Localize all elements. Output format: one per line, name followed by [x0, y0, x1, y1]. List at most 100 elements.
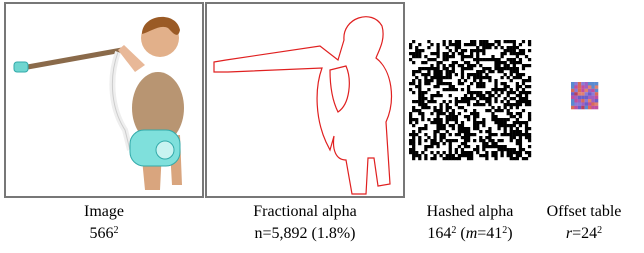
noise-cell	[412, 118, 415, 121]
noise-cell	[415, 109, 418, 112]
noise-cell	[528, 79, 531, 82]
noise-cell	[433, 52, 436, 55]
noise-cell	[494, 46, 497, 49]
noise-cell	[494, 85, 497, 88]
noise-cell	[409, 121, 412, 124]
noise-cell	[485, 43, 488, 46]
noise-cell	[436, 151, 439, 154]
noise-cell	[418, 67, 421, 70]
noise-cell	[501, 91, 504, 94]
noise-cell	[491, 115, 494, 118]
noise-cell	[476, 127, 479, 130]
noise-cell	[467, 43, 470, 46]
noise-cell	[433, 142, 436, 145]
noise-cell	[412, 142, 415, 145]
caption-text: 2	[114, 225, 119, 236]
noise-cell	[482, 76, 485, 79]
noise-cell	[513, 124, 516, 127]
noise-cell	[461, 55, 464, 58]
noise-cell	[458, 106, 461, 109]
noise-cell	[446, 52, 449, 55]
noise-cell	[485, 157, 488, 160]
noise-cell	[528, 49, 531, 52]
noise-cell	[424, 67, 427, 70]
noise-cell	[507, 133, 510, 136]
noise-cell	[433, 121, 436, 124]
noise-cell	[488, 58, 491, 61]
noise-cell	[446, 115, 449, 118]
noise-cell	[458, 43, 461, 46]
noise-cell	[513, 103, 516, 106]
table-cell	[595, 92, 599, 96]
noise-cell	[461, 142, 464, 145]
noise-cell	[467, 97, 470, 100]
noise-cell	[464, 55, 467, 58]
table-cell	[578, 99, 582, 103]
noise-cell	[491, 58, 494, 61]
noise-cell	[497, 145, 500, 148]
noise-cell	[418, 79, 421, 82]
noise-cell	[421, 112, 424, 115]
noise-cell	[455, 100, 458, 103]
noise-cell	[430, 67, 433, 70]
noise-cell	[476, 121, 479, 124]
noise-cell	[458, 145, 461, 148]
noise-cell	[433, 157, 436, 160]
noise-cell	[455, 73, 458, 76]
noise-cell	[452, 55, 455, 58]
table-cell	[581, 99, 585, 103]
noise-cell	[433, 109, 436, 112]
noise-cell	[418, 142, 421, 145]
noise-cell	[415, 100, 418, 103]
noise-cell	[519, 52, 522, 55]
noise-cell	[467, 151, 470, 154]
noise-cell	[412, 52, 415, 55]
noise-cell	[528, 40, 531, 43]
noise-cell	[430, 100, 433, 103]
noise-cell	[467, 157, 470, 160]
noise-cell	[440, 109, 443, 112]
noise-cell	[522, 157, 525, 160]
noise-cell	[424, 76, 427, 79]
noise-cell	[443, 112, 446, 115]
noise-cell	[488, 76, 491, 79]
noise-cell	[464, 61, 467, 64]
table-cell	[578, 85, 582, 89]
image-panel	[5, 3, 203, 197]
noise-cell	[449, 154, 452, 157]
noise-cell	[461, 151, 464, 154]
noise-cell	[430, 121, 433, 124]
noise-cell	[409, 46, 412, 49]
noise-cell	[473, 127, 476, 130]
noise-cell	[513, 115, 516, 118]
noise-cell	[513, 148, 516, 151]
table-cell	[591, 96, 595, 100]
noise-cell	[482, 46, 485, 49]
noise-cell	[449, 100, 452, 103]
noise-cell	[418, 94, 421, 97]
noise-cell	[476, 145, 479, 148]
noise-cell	[436, 115, 439, 118]
noise-cell	[482, 82, 485, 85]
noise-cell	[519, 148, 522, 151]
noise-cell	[519, 154, 522, 157]
table-cell	[581, 102, 585, 106]
noise-cell	[443, 142, 446, 145]
noise-cell	[436, 76, 439, 79]
noise-cell	[494, 133, 497, 136]
noise-cell	[497, 67, 500, 70]
noise-cell	[507, 94, 510, 97]
noise-cell	[501, 148, 504, 151]
noise-cell	[412, 40, 415, 43]
noise-cell	[485, 91, 488, 94]
noise-cell	[507, 154, 510, 157]
noise-cell	[525, 85, 528, 88]
noise-cell	[440, 127, 443, 130]
noise-cell	[467, 127, 470, 130]
noise-cell	[494, 97, 497, 100]
noise-cell	[510, 79, 513, 82]
caption-text: n=5,892 (1.8%)	[254, 225, 355, 242]
noise-cell	[421, 94, 424, 97]
noise-cell	[482, 154, 485, 157]
noise-cell	[485, 145, 488, 148]
